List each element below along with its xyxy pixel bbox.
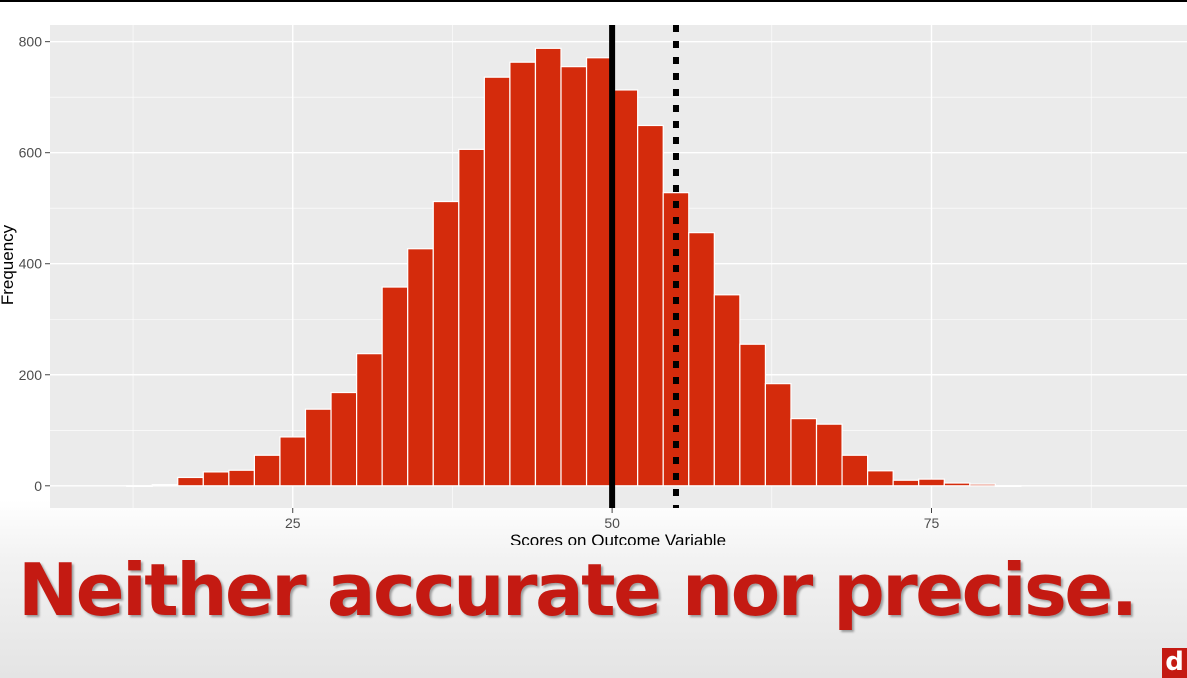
histogram-bar [483, 76, 511, 487]
histogram-bar [432, 200, 460, 487]
y-tick-label: 0 [34, 478, 42, 494]
histogram-bar [177, 476, 204, 487]
histogram-bar [637, 124, 664, 487]
histogram-bar [867, 470, 894, 487]
x-tick-label: 25 [285, 515, 301, 531]
histogram-bar [611, 89, 639, 487]
y-axis-ticks: 0 200 400 600 800 [19, 34, 50, 494]
histogram-bar [892, 479, 920, 487]
histogram-bar [994, 485, 1022, 487]
histogram-bar [815, 423, 843, 487]
x-axis-ticks: 25 50 75 [285, 508, 940, 531]
histogram-bar [739, 343, 767, 487]
histogram-bar [356, 353, 383, 487]
histogram-bar [841, 454, 869, 487]
histogram-bar [969, 483, 996, 487]
x-tick-label: 50 [604, 515, 620, 531]
y-axis-label: Frequency [0, 224, 17, 305]
histogram-bar [585, 57, 613, 487]
histogram-bar [688, 232, 715, 487]
histogram-bar [304, 408, 332, 487]
histogram-bar [943, 482, 971, 487]
histogram-bar [509, 61, 537, 487]
bars [126, 47, 1022, 487]
histogram-bar [764, 383, 792, 487]
histogram-bar [202, 471, 230, 487]
reference-lines [609, 25, 679, 508]
histogram-bar [407, 248, 434, 487]
histogram-bar [790, 418, 818, 487]
x-axis-label: Scores on Outcome Variable [510, 531, 726, 545]
histogram-bar [279, 436, 307, 487]
y-tick-label: 200 [19, 367, 43, 383]
histogram-bar [126, 485, 153, 487]
histogram-bar [534, 47, 562, 487]
brand-logo: d [1162, 648, 1187, 678]
histogram-bar [458, 148, 485, 487]
histogram-bar [713, 294, 741, 487]
histogram-bar [381, 286, 409, 487]
caption-headline: Neither accurate nor precise. [18, 548, 1138, 632]
y-tick-label: 400 [19, 256, 43, 272]
histogram-bar [918, 478, 945, 487]
histogram-bar [253, 454, 281, 487]
y-tick-label: 600 [19, 145, 43, 161]
histogram-bar [228, 469, 256, 487]
histogram-bar [560, 66, 588, 487]
histogram-bar [151, 484, 179, 487]
histogram-bar [330, 391, 358, 487]
x-tick-label: 75 [924, 515, 940, 531]
y-tick-label: 800 [19, 34, 43, 50]
top-rule [0, 0, 1187, 2]
histogram-chart: 0 200 400 600 800 25 50 75 Scores on Outcome V… [0, 25, 1187, 545]
